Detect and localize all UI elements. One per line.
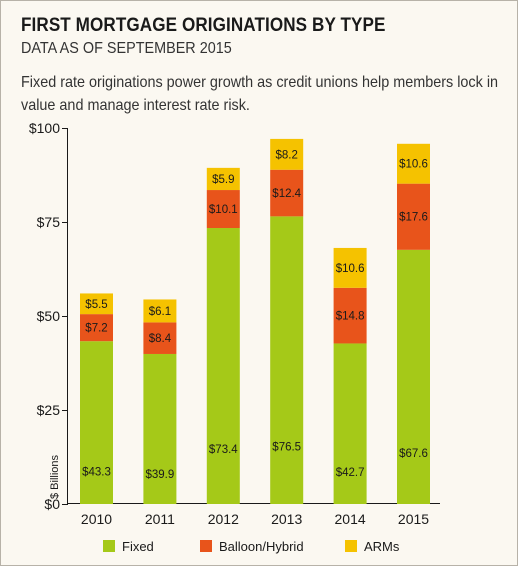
- x-tick-label: 2013: [271, 511, 302, 527]
- legend-label: ARMs: [364, 539, 400, 554]
- bar-segment-arms: [397, 143, 430, 184]
- y-tick-label: $75: [37, 214, 61, 230]
- legend-label: Fixed: [122, 539, 154, 554]
- y-tick-label: $25: [37, 402, 61, 418]
- legend-swatch: [103, 540, 115, 552]
- x-tick-label: 2015: [398, 511, 429, 527]
- bar-segment-fixed: [143, 353, 177, 504]
- bar-segment-fixed: [80, 341, 113, 504]
- bar-value-label: $6.1: [149, 306, 171, 318]
- bar-value-label: $67.6: [399, 448, 428, 460]
- bar-value-label: $17.6: [399, 212, 428, 224]
- bar-value-label: $8.2: [276, 149, 298, 161]
- bar-segment-arms: [80, 293, 113, 315]
- bar-value-label: $10.6: [336, 263, 365, 275]
- bar-segment-arms: [270, 138, 304, 170]
- bar-value-label: $12.4: [272, 188, 301, 200]
- chart-subtitle: DATA AS OF SEPTEMBER 2015: [21, 40, 232, 57]
- x-tick-label: 2011: [145, 511, 175, 527]
- bar-segment-fixed: [397, 249, 430, 504]
- bar-value-label: $10.6: [399, 159, 428, 171]
- chart-title: FIRST MORTGAGE ORIGINATIONS BY TYPE: [21, 15, 386, 36]
- bar-segment-balloon-hybrid: [397, 183, 430, 250]
- bar-segment-arms: [333, 247, 367, 288]
- bar-segment-arms: [206, 167, 240, 191]
- bar-value-label: $76.5: [272, 441, 301, 453]
- x-tick-label: 2014: [335, 511, 366, 527]
- bar-segment-fixed: [270, 216, 304, 505]
- bar-segment-fixed: [206, 228, 240, 505]
- bar-value-label: $8.4: [149, 333, 172, 345]
- bar-value-label: $42.7: [336, 467, 365, 479]
- bar-value-label: $14.8: [336, 311, 365, 323]
- x-tick-label: 2012: [208, 511, 239, 527]
- legend-swatch: [200, 540, 212, 552]
- chart-description: Fixed rate originations power growth as …: [21, 74, 499, 114]
- y-tick-label: $0: [44, 496, 60, 512]
- bar-segment-balloon-hybrid: [333, 287, 367, 344]
- legend-label: Balloon/Hybrid: [219, 539, 304, 554]
- bar-value-label: $10.1: [209, 204, 238, 216]
- bar-value-label: $43.3: [82, 466, 111, 478]
- x-tick-label: 2010: [81, 511, 112, 527]
- bar-value-label: $5.5: [85, 299, 107, 311]
- y-tick-label: $100: [29, 120, 60, 136]
- bar-segment-balloon-hybrid: [143, 322, 177, 354]
- bar-value-label: $73.4: [209, 444, 238, 456]
- bar-segment-balloon-hybrid: [206, 190, 240, 229]
- bar-segment-fixed: [333, 343, 367, 504]
- bar-value-label: $7.2: [85, 323, 107, 335]
- legend-swatch: [345, 540, 357, 552]
- bar-segment-balloon-hybrid: [270, 169, 304, 217]
- y-axis-title: $ Billions: [49, 454, 61, 499]
- bar-value-label: $5.9: [212, 174, 234, 186]
- bar-segment-arms: [143, 299, 177, 323]
- y-tick-label: $50: [37, 308, 61, 324]
- bar-value-label: $39.9: [146, 469, 175, 481]
- bar-segment-balloon-hybrid: [80, 314, 113, 342]
